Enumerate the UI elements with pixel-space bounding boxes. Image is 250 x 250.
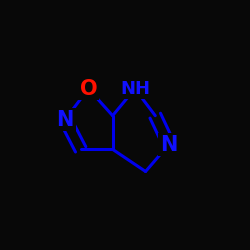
Text: O: O bbox=[80, 79, 97, 99]
Text: N: N bbox=[56, 110, 74, 130]
Text: N: N bbox=[160, 134, 178, 154]
Text: NH: NH bbox=[120, 80, 150, 98]
